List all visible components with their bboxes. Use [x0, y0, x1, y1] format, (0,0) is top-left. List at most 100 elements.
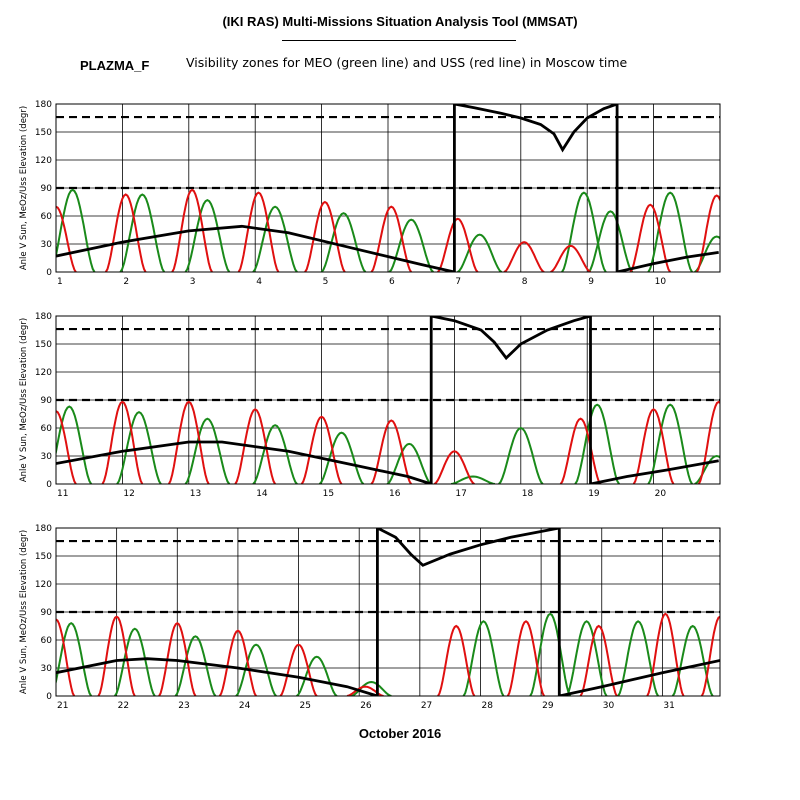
- y-tick-label: 0: [46, 480, 52, 490]
- uss-pass: [506, 620, 545, 696]
- meo-pass: [296, 655, 338, 696]
- meo-pass: [671, 624, 714, 696]
- meo-pass: [116, 410, 162, 484]
- meo-pass: [457, 233, 503, 272]
- meo-pass: [56, 188, 96, 272]
- sun-angle-line: [56, 528, 720, 696]
- uss-pass: [503, 241, 545, 272]
- plot-frame: [55, 527, 721, 697]
- y-tick-label: 90: [41, 396, 53, 406]
- x-tick-label: 20: [655, 489, 667, 499]
- meo-pass: [119, 193, 166, 272]
- uss-pass: [158, 621, 197, 696]
- y-axis-label: Anle V Sun, MeOz/Uss Elevation (degr): [19, 530, 29, 694]
- y-tick-label: 150: [35, 340, 52, 350]
- meo-pass: [587, 210, 634, 272]
- uss-pass: [304, 200, 346, 272]
- chart-panel-1: 1 2 3 4 5 6 7 8 9 10 0 30 60 90 120 150 180 Anle V Sun, M…: [19, 100, 721, 287]
- x-tick-label: 1: [57, 277, 63, 287]
- x-tick-label: 21: [57, 701, 68, 711]
- sun-angle-line: [56, 104, 719, 272]
- y-tick-label: 150: [35, 552, 52, 562]
- y-tick-label: 30: [41, 452, 53, 462]
- x-tick-label: 24: [239, 701, 251, 711]
- sun-angle-line: [56, 316, 719, 484]
- x-tick-label: 31: [663, 701, 674, 711]
- uss-pass: [697, 400, 720, 484]
- y-tick-label: 120: [35, 156, 52, 166]
- uss-pass: [632, 408, 675, 484]
- uss-pass: [433, 450, 475, 484]
- uss-pass: [579, 624, 618, 696]
- y-tick-label: 60: [41, 212, 53, 222]
- y-tick-label: 90: [41, 608, 53, 618]
- y-tick-label: 0: [46, 692, 52, 702]
- x-tick-label: 10: [655, 277, 667, 287]
- y-tick-label: 30: [41, 664, 53, 674]
- meo-pass: [450, 475, 496, 484]
- meo-pass: [184, 198, 231, 272]
- meo-pass: [252, 205, 298, 272]
- meo-pass: [320, 212, 367, 272]
- y-tick-label: 30: [41, 240, 53, 250]
- uss-pass: [168, 400, 210, 484]
- title-underline: [282, 40, 516, 41]
- meo-pass: [113, 627, 156, 696]
- uss-pass: [559, 417, 602, 484]
- x-tick-label: 3: [190, 277, 196, 287]
- uss-pass: [437, 624, 476, 696]
- x-tick-label: 8: [522, 277, 528, 287]
- x-tick-label: 25: [300, 701, 311, 711]
- meo-pass: [617, 620, 659, 696]
- uss-pass: [97, 615, 136, 696]
- x-tick-label: 7: [455, 277, 461, 287]
- meo-series: [56, 403, 720, 484]
- chart-panel-2: 11 12 13 14 15 16 17 18 19 20 0 30 60 90 120 150 180 Anle…: [19, 312, 721, 499]
- x-tick-label: 12: [123, 489, 134, 499]
- meo-pass: [574, 403, 620, 484]
- x-tick-label: 23: [178, 701, 189, 711]
- x-tick-label: 15: [323, 489, 334, 499]
- page-title: (IKI RAS) Multi-Missions Situation Analy…: [222, 14, 578, 29]
- y-tick-label: 60: [41, 636, 53, 646]
- meo-pass: [386, 442, 432, 484]
- uss-pass: [370, 419, 413, 484]
- meo-pass: [318, 431, 365, 484]
- y-tick-label: 150: [35, 128, 52, 138]
- x-tick-label: 13: [190, 489, 201, 499]
- y-tick-label: 90: [41, 184, 53, 194]
- x-tick-label: 14: [256, 489, 268, 499]
- meo-pass: [56, 405, 93, 484]
- y-tick-label: 180: [35, 312, 52, 322]
- uss-pass: [646, 612, 685, 696]
- x-tick-label: 19: [588, 489, 600, 499]
- x-tick-label: 2: [123, 277, 129, 287]
- meo-pass: [252, 424, 298, 484]
- uss-pass: [700, 615, 720, 696]
- y-axis-label: Anle V Sun, MeOz/Uss Elevation (degr): [19, 106, 29, 270]
- uss-pass: [218, 629, 257, 696]
- y-tick-label: 180: [35, 524, 52, 534]
- uss-series: [56, 612, 720, 696]
- uss-pass: [234, 408, 276, 484]
- x-tick-label: 22: [118, 701, 129, 711]
- uss-pass: [104, 193, 147, 272]
- meo-pass: [462, 620, 505, 696]
- chart-panel-3: 21 22 23 24 25 26 27 28 29 30 31 0 30 60 90 120 150 180 An…: [19, 524, 721, 711]
- chart-subtitle: Visibility zones for MEO (green line) an…: [186, 55, 628, 70]
- uss-pass: [437, 217, 479, 272]
- uss-pass: [550, 244, 592, 272]
- meo-pass: [235, 643, 277, 696]
- uss-pass: [171, 188, 213, 272]
- meo-pass: [561, 191, 607, 272]
- meo-pass: [565, 620, 608, 696]
- uss-series: [56, 188, 720, 272]
- meo-pass: [694, 235, 720, 272]
- program-name: PLAZMA_F: [80, 58, 150, 73]
- x-tick-label: 16: [389, 489, 401, 499]
- uss-pass: [56, 205, 77, 272]
- uss-pass: [237, 191, 280, 272]
- x-tick-label: 28: [481, 701, 493, 711]
- meo-pass: [184, 417, 231, 484]
